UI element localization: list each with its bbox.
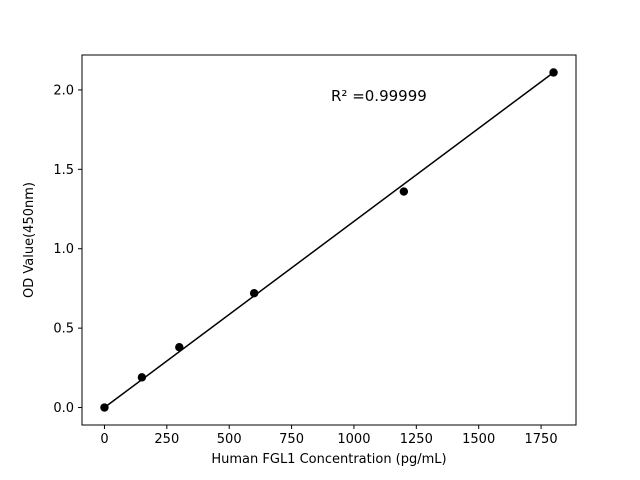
data-point bbox=[399, 187, 409, 196]
y-tick-label: 1.5 bbox=[53, 163, 74, 178]
x-tick-label: 1000 bbox=[337, 432, 370, 447]
y-tick-label: 0.0 bbox=[53, 401, 74, 416]
plot-border bbox=[81, 54, 577, 426]
y-tick-label: 1.0 bbox=[53, 242, 74, 257]
x-tick-label: 1500 bbox=[462, 432, 495, 447]
x-tick-label: 250 bbox=[154, 432, 179, 447]
x-tick-label: 1750 bbox=[525, 432, 558, 447]
y-tick-label: 0.5 bbox=[53, 322, 74, 337]
x-tick-label: 500 bbox=[217, 432, 242, 447]
data-point bbox=[175, 342, 184, 352]
fit-line bbox=[104, 71, 554, 409]
y-tick-label: 2.0 bbox=[53, 83, 74, 98]
data-point bbox=[249, 288, 259, 298]
x-tick-label: 750 bbox=[279, 432, 304, 447]
y-axis-label: OD Value(450nm) bbox=[22, 182, 37, 298]
r-squared-annotation: R² =0.99999 bbox=[331, 87, 427, 105]
data-point bbox=[100, 403, 109, 412]
data-point bbox=[549, 68, 558, 77]
x-tick-label: 0 bbox=[100, 432, 108, 447]
data-point bbox=[137, 373, 147, 382]
x-tick-label: 1250 bbox=[400, 432, 433, 447]
x-axis-label: Human FGL1 Concentration (pg/mL) bbox=[211, 452, 446, 467]
